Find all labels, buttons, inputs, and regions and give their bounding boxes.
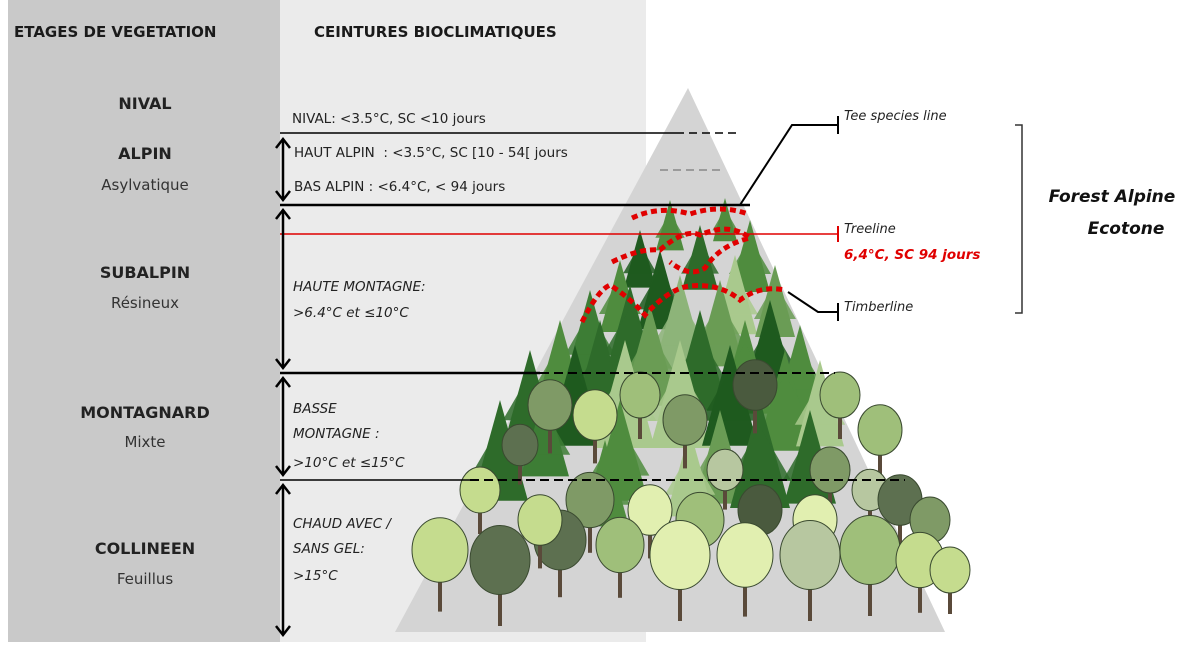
tree (460, 467, 500, 513)
tree (620, 372, 660, 418)
tree (840, 516, 900, 585)
tree (518, 495, 562, 546)
belt: >15°C (293, 568, 338, 584)
line-label: Tee species line (844, 109, 947, 124)
belt: BAS ALPIN : <6.4°C, < 94 jours (294, 179, 505, 195)
level-name: SUBALPIN (100, 263, 190, 282)
belt: HAUT ALPIN : <3.5°C, SC [10 - 54[ jours (294, 145, 568, 161)
header: CEINTURES BIOCLIMATIQUES (314, 23, 557, 41)
tree (573, 390, 617, 441)
tree (707, 449, 743, 490)
belt: >6.4°C et ≤10°C (293, 305, 409, 321)
tree (858, 405, 902, 456)
belt: >10°C et ≤15°C (293, 455, 405, 471)
belt: CHAUD AVEC / (293, 516, 392, 532)
level-subtitle: Feuillus (117, 570, 174, 588)
ecotone-label: Forest Alpine (1049, 187, 1176, 207)
tree (502, 424, 538, 465)
level-name: NIVAL (118, 94, 171, 113)
ecotone-label: Ecotone (1088, 219, 1165, 239)
tree (650, 521, 710, 590)
bracket (1015, 125, 1022, 313)
line-label: Treeline (844, 222, 896, 237)
belt: BASSE (293, 401, 337, 417)
belt: HAUTE MONTAGNE: (293, 279, 426, 295)
tree (528, 380, 572, 431)
belt: NIVAL: <3.5°C, SC <10 jours (292, 111, 486, 127)
tree (733, 360, 777, 411)
leader (740, 125, 838, 205)
tree (820, 372, 860, 418)
tree (810, 447, 850, 493)
belt: MONTAGNE : (293, 426, 380, 442)
tree (780, 521, 840, 590)
level-subtitle: Résineux (111, 294, 179, 312)
header: ETAGES DE VEGETATION (14, 23, 216, 41)
tree (663, 395, 707, 446)
line-condition: 6,4°C, SC 94 jours (844, 247, 980, 263)
tree (412, 518, 468, 582)
level-name: MONTAGNARD (80, 403, 209, 422)
leader (788, 292, 838, 312)
level-name: ALPIN (118, 144, 172, 163)
tree (930, 547, 970, 593)
level-name: COLLINEEN (95, 539, 195, 558)
level-subtitle: Mixte (124, 433, 165, 451)
belt: SANS GEL: (293, 541, 365, 557)
tree (596, 517, 644, 572)
tree (470, 526, 530, 595)
tree (717, 523, 773, 587)
level-subtitle: Asylvatique (101, 176, 189, 194)
diagram: ETAGES DE VEGETATION CEINTURES BIOCLIMAT… (0, 0, 1196, 646)
line-label: Timberline (844, 300, 913, 315)
